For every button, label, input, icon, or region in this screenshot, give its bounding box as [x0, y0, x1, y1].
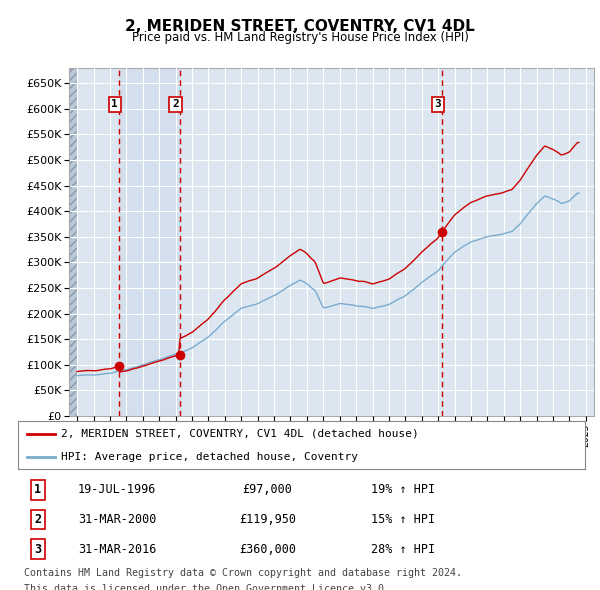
Text: This data is licensed under the Open Government Licence v3.0.: This data is licensed under the Open Gov… [23, 584, 389, 590]
Text: 31-MAR-2016: 31-MAR-2016 [78, 543, 157, 556]
Text: 1: 1 [34, 483, 41, 496]
Text: £119,950: £119,950 [239, 513, 296, 526]
Text: 15% ↑ HPI: 15% ↑ HPI [371, 513, 436, 526]
Text: 3: 3 [34, 543, 41, 556]
Text: £97,000: £97,000 [242, 483, 292, 496]
Text: 1: 1 [112, 99, 118, 109]
Bar [69, 68, 77, 416]
Text: 2: 2 [34, 513, 41, 526]
Bar [119, 68, 180, 416]
Text: 2: 2 [172, 99, 179, 109]
Text: Contains HM Land Registry data © Crown copyright and database right 2024.: Contains HM Land Registry data © Crown c… [23, 568, 461, 578]
Text: Price paid vs. HM Land Registry's House Price Index (HPI): Price paid vs. HM Land Registry's House … [131, 31, 469, 44]
Text: 2, MERIDEN STREET, COVENTRY, CV1 4DL (detached house): 2, MERIDEN STREET, COVENTRY, CV1 4DL (de… [61, 429, 418, 439]
Text: 19% ↑ HPI: 19% ↑ HPI [371, 483, 436, 496]
Text: 28% ↑ HPI: 28% ↑ HPI [371, 543, 436, 556]
Text: 3: 3 [435, 99, 442, 109]
Text: 31-MAR-2000: 31-MAR-2000 [78, 513, 157, 526]
Text: 2, MERIDEN STREET, COVENTRY, CV1 4DL: 2, MERIDEN STREET, COVENTRY, CV1 4DL [125, 19, 475, 34]
Text: HPI: Average price, detached house, Coventry: HPI: Average price, detached house, Cove… [61, 452, 358, 462]
Text: 19-JUL-1996: 19-JUL-1996 [78, 483, 157, 496]
Text: £360,000: £360,000 [239, 543, 296, 556]
